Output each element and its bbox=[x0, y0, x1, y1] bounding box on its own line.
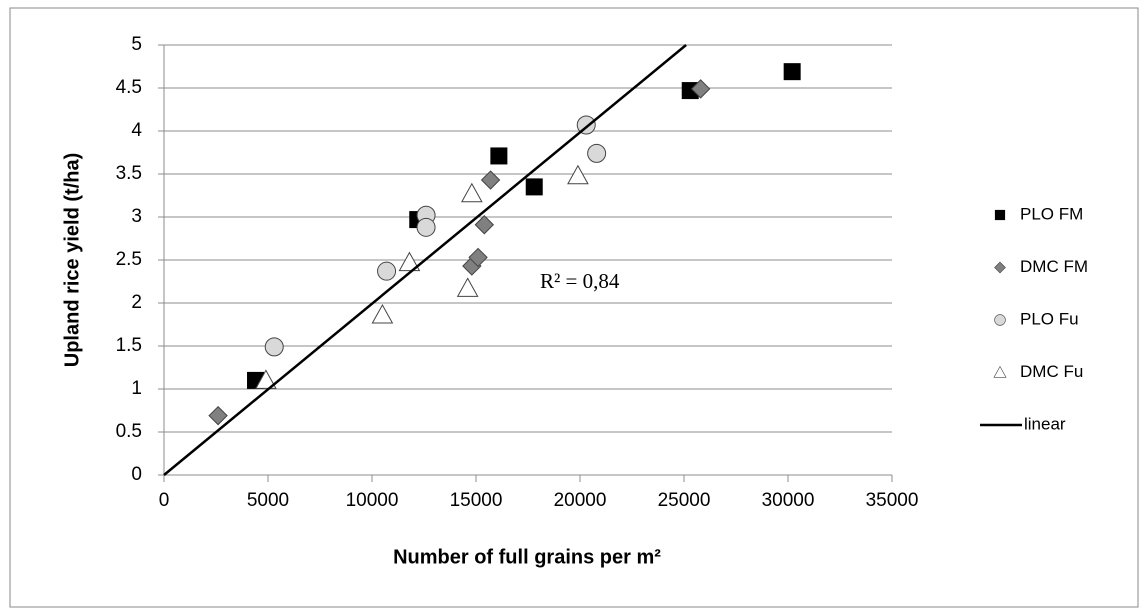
y-tick-label: 3 bbox=[131, 206, 142, 227]
x-tick-label: 35000 bbox=[866, 490, 919, 511]
legend-marker bbox=[994, 314, 1006, 326]
x-tick-label: 15000 bbox=[450, 490, 503, 511]
trend-line bbox=[163, 44, 687, 476]
legend-label: PLO Fu bbox=[1020, 309, 1079, 328]
point bbox=[690, 79, 711, 99]
y-tick-label: 0.5 bbox=[116, 421, 142, 442]
y-tick-label: 3.5 bbox=[116, 163, 142, 184]
annotation: R² = 0,84 bbox=[540, 269, 620, 293]
x-tick-label: 20000 bbox=[554, 490, 607, 511]
legend-label: DMC Fu bbox=[1020, 362, 1083, 381]
y-tick-label: 4.5 bbox=[116, 77, 142, 98]
y-tick-label: 5 bbox=[131, 34, 142, 55]
legend-label: DMC FM bbox=[1020, 257, 1088, 276]
y-tick-label: 4 bbox=[131, 120, 142, 141]
x-tick-label: 0 bbox=[159, 490, 170, 511]
legend-marker bbox=[993, 365, 1007, 378]
point bbox=[456, 277, 479, 297]
point bbox=[208, 405, 228, 426]
x-axis-label: Number of full grains per m² bbox=[393, 546, 661, 568]
y-axis-label: Upland rice yield (t/ha) bbox=[61, 153, 83, 367]
point bbox=[474, 215, 495, 235]
point bbox=[255, 369, 277, 389]
point bbox=[490, 147, 508, 165]
point bbox=[567, 164, 589, 185]
point bbox=[371, 304, 394, 324]
x-tick-label: 5000 bbox=[247, 490, 289, 511]
x-tick-label: 25000 bbox=[658, 490, 711, 511]
point bbox=[416, 217, 436, 237]
x-tick-label: 30000 bbox=[762, 490, 815, 511]
point bbox=[587, 143, 607, 163]
legend-label: linear bbox=[1024, 414, 1066, 433]
point bbox=[480, 170, 501, 190]
y-tick-label: 1.5 bbox=[116, 335, 142, 356]
point bbox=[468, 247, 488, 268]
point bbox=[377, 261, 397, 281]
y-tick-label: 2.5 bbox=[116, 249, 142, 270]
point bbox=[525, 178, 543, 196]
point bbox=[264, 337, 284, 357]
legend-marker bbox=[994, 209, 1006, 221]
y-tick-label: 2 bbox=[131, 292, 142, 313]
chart-frame bbox=[9, 7, 1139, 608]
y-tick-label: 1 bbox=[131, 378, 142, 399]
legend-label: PLO FM bbox=[1020, 204, 1083, 223]
legend-marker bbox=[994, 261, 1006, 274]
x-tick-label: 10000 bbox=[346, 490, 399, 511]
point bbox=[460, 182, 483, 203]
point bbox=[783, 63, 801, 81]
point bbox=[398, 251, 421, 272]
y-tick-label: 0 bbox=[131, 464, 142, 485]
